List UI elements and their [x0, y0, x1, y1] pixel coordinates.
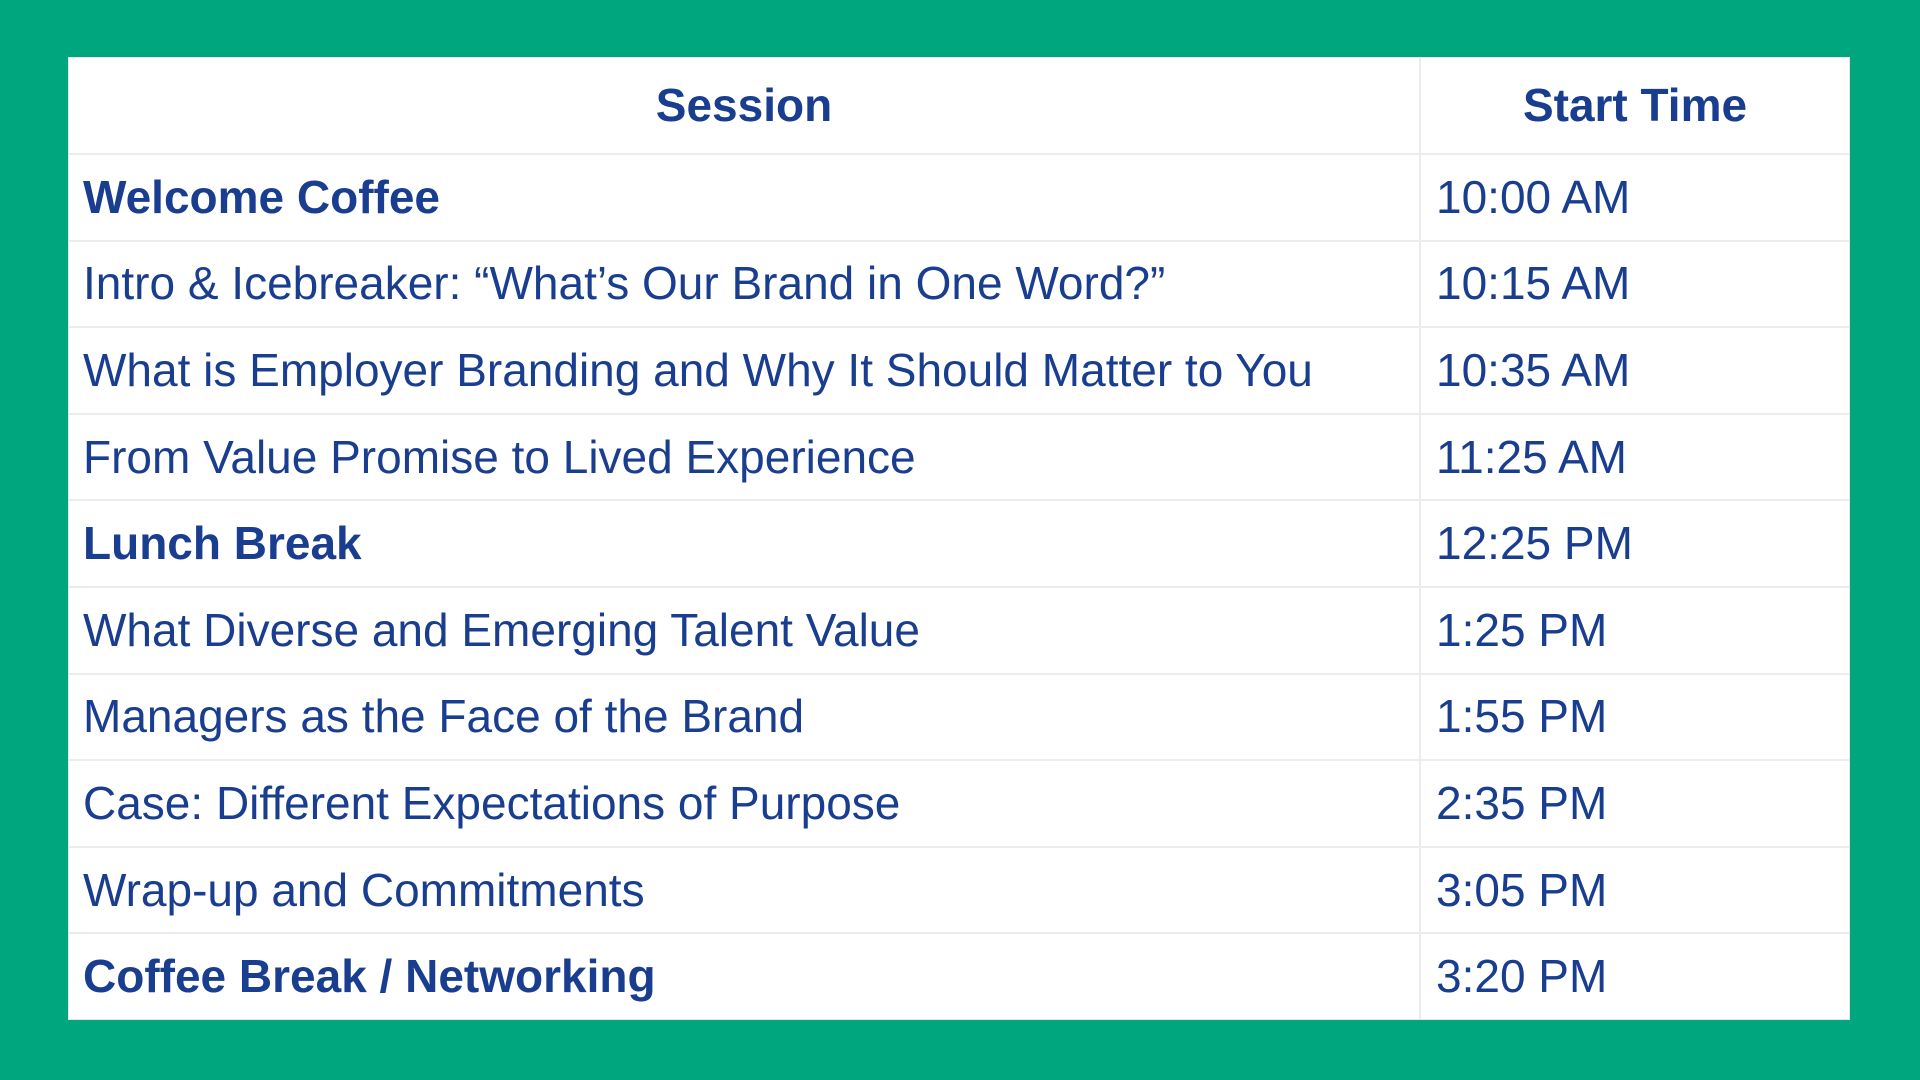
session-cell: Case: Different Expectations of Purpose	[83, 777, 901, 829]
start-time-cell: 11:25 AM	[1419, 414, 1849, 500]
session-cell: Managers as the Face of the Brand	[83, 690, 805, 743]
start-time-cell: 12:25 PM	[1419, 501, 1849, 586]
table-row: Case: Different Expectations of Purpose 2…	[69, 759, 1849, 846]
session-cell: Wrap-up and Commitments	[83, 863, 645, 916]
session-cell: Lunch Break	[83, 517, 362, 570]
table-row: Managers as the Face of the Brand 1:55 PM	[69, 672, 1849, 760]
session-cell: Welcome Coffee	[83, 170, 441, 223]
start-time-cell: 10:15 AM	[1419, 241, 1849, 327]
table-row: What Diverse and Emerging Talent Value 1:…	[69, 585, 1849, 673]
start-time-cell: 1:25 PM	[1419, 587, 1849, 673]
table-header-row: Session Start Time	[69, 58, 1849, 153]
table-row: Intro & Icebreaker: “What’s Our Brand in…	[69, 239, 1849, 327]
table-row: What is Employer Branding and Why It Sho…	[69, 326, 1849, 413]
table-row: Coffee Break / Networking 3:20 PM	[69, 932, 1849, 1019]
table-row: Lunch Break 12:25 PM	[69, 499, 1849, 586]
session-cell: Intro & Icebreaker: “What’s Our Brand in…	[83, 257, 1166, 310]
agenda-table: Session Start Time Welcome Coffee 10:00 A…	[68, 57, 1850, 1020]
table-row: Wrap-up and Commitments 3:05 PM	[69, 845, 1849, 933]
session-cell: What is Employer Branding and Why It Sho…	[83, 344, 1313, 397]
start-time-cell: 3:20 PM	[1419, 934, 1849, 1019]
session-cell: What Diverse and Emerging Talent Value	[83, 603, 920, 656]
start-time-cell: 3:05 PM	[1419, 847, 1849, 933]
start-time-cell: 2:35 PM	[1419, 761, 1849, 846]
session-cell: From Value Promise to Lived Experience	[83, 430, 916, 483]
start-time-cell: 10:00 AM	[1419, 155, 1849, 240]
session-column-header: Session	[655, 79, 833, 132]
start-time-column-header: Start Time	[1419, 58, 1849, 153]
table-row: Welcome Coffee 10:00 AM	[69, 153, 1849, 240]
start-time-cell: 10:35 AM	[1419, 328, 1849, 413]
start-time-cell: 1:55 PM	[1419, 674, 1849, 760]
session-cell: Coffee Break / Networking	[83, 950, 656, 1003]
table-row: From Value Promise to Lived Experience 11…	[69, 412, 1849, 500]
